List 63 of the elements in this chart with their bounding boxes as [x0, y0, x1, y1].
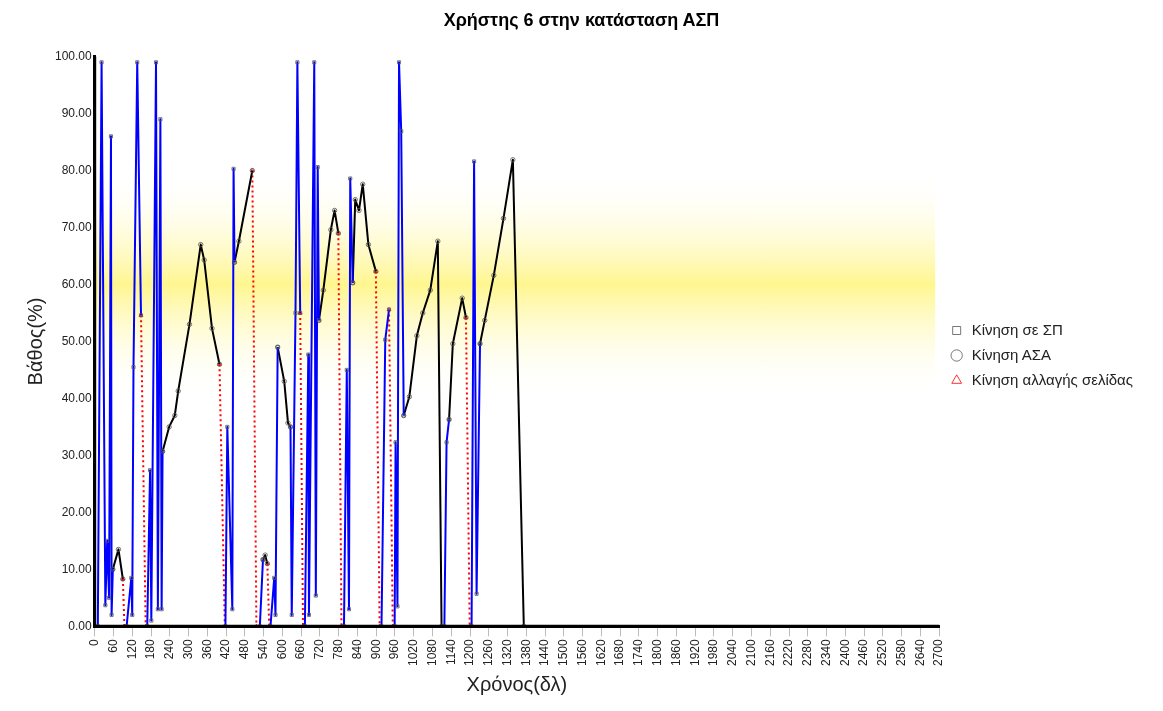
y-tick-label: 0.00 — [68, 618, 93, 633]
x-tick-label: 2640 — [912, 638, 927, 667]
x-tick-label: 540 — [255, 638, 270, 660]
x-tick-label: 660 — [293, 638, 308, 660]
x-tick-label: 2040 — [725, 638, 740, 667]
x-tick-label: 1380 — [518, 638, 533, 667]
x-tick-label: 2700 — [931, 638, 946, 667]
x-tick-label: 240 — [162, 638, 177, 660]
x-tick-label: 600 — [274, 638, 289, 660]
x-tick-label: 360 — [199, 638, 214, 660]
x-tick-label: 1320 — [499, 638, 514, 667]
x-tick-label: 1500 — [556, 638, 571, 667]
x-tick-label: 1920 — [687, 638, 702, 667]
x-tick-label: 1140 — [443, 638, 458, 666]
x-tick-label: 1080 — [424, 638, 439, 667]
x-tick-label: 1980 — [706, 638, 721, 667]
x-tick-label: 1200 — [462, 638, 477, 667]
x-tick-label: 1560 — [574, 638, 589, 667]
x-tick-label: 120 — [124, 638, 139, 660]
legend-label: Κίνηση σε ΣΠ — [971, 320, 1063, 338]
x-tick-label: 1260 — [481, 638, 496, 667]
x-axis-title: Χρόνος(δλ) — [466, 672, 568, 695]
x-tick-label: 2220 — [781, 638, 796, 667]
y-axis-title: Βάθος(%) — [23, 297, 46, 386]
legend-label: Κίνηση αλλαγής σελίδας — [971, 370, 1134, 388]
x-tick-label: 2160 — [762, 638, 777, 667]
x-tick-label: 1740 — [631, 638, 646, 667]
y-tick-label: 10.00 — [61, 561, 93, 576]
x-tick-label: 2520 — [875, 638, 890, 667]
legend-label: Κίνηση ΑΣΑ — [971, 345, 1052, 363]
chart-title: Χρήστης 6 στην κατάσταση ΑΣΠ — [443, 9, 720, 30]
x-tick-label: 2280 — [800, 638, 815, 667]
y-tick-label: 40.00 — [61, 390, 93, 405]
y-tick-label: 60.00 — [61, 276, 93, 291]
x-tick-label: 1800 — [649, 638, 664, 667]
x-tick-label: 900 — [368, 638, 383, 660]
y-tick-label: 90.00 — [61, 105, 93, 120]
x-tick-label: 840 — [349, 638, 364, 660]
x-tick-label: 1440 — [537, 638, 552, 667]
x-tick-label: 1680 — [612, 638, 627, 667]
x-tick-label: 420 — [218, 638, 233, 660]
x-tick-label: 720 — [312, 638, 327, 660]
y-tick-label: 80.00 — [61, 162, 93, 177]
x-tick-label: 1620 — [593, 638, 608, 667]
y-tick-label: 50.00 — [61, 333, 93, 348]
y-tick-label: 20.00 — [61, 504, 93, 519]
x-tick-label: 960 — [387, 638, 402, 660]
x-tick-label: 2580 — [893, 638, 908, 667]
x-tick-label: 1020 — [406, 638, 421, 667]
x-tick-label: 780 — [330, 638, 345, 660]
x-tick-label: 180 — [143, 638, 158, 660]
y-tick-label: 70.00 — [61, 219, 93, 234]
y-tick-label: 100.00 — [55, 48, 93, 63]
x-tick-label: 0 — [87, 638, 102, 646]
x-tick-label: 480 — [237, 638, 252, 660]
x-tick-label: 60 — [105, 638, 120, 653]
x-tick-label: 2460 — [856, 638, 871, 667]
x-tick-label: 1860 — [668, 638, 683, 667]
y-tick-label: 30.00 — [61, 447, 93, 462]
x-tick-label: 300 — [180, 638, 195, 660]
x-tick-label: 2340 — [818, 638, 833, 667]
x-tick-label: 2400 — [837, 638, 852, 667]
x-tick-label: 2100 — [743, 638, 758, 667]
